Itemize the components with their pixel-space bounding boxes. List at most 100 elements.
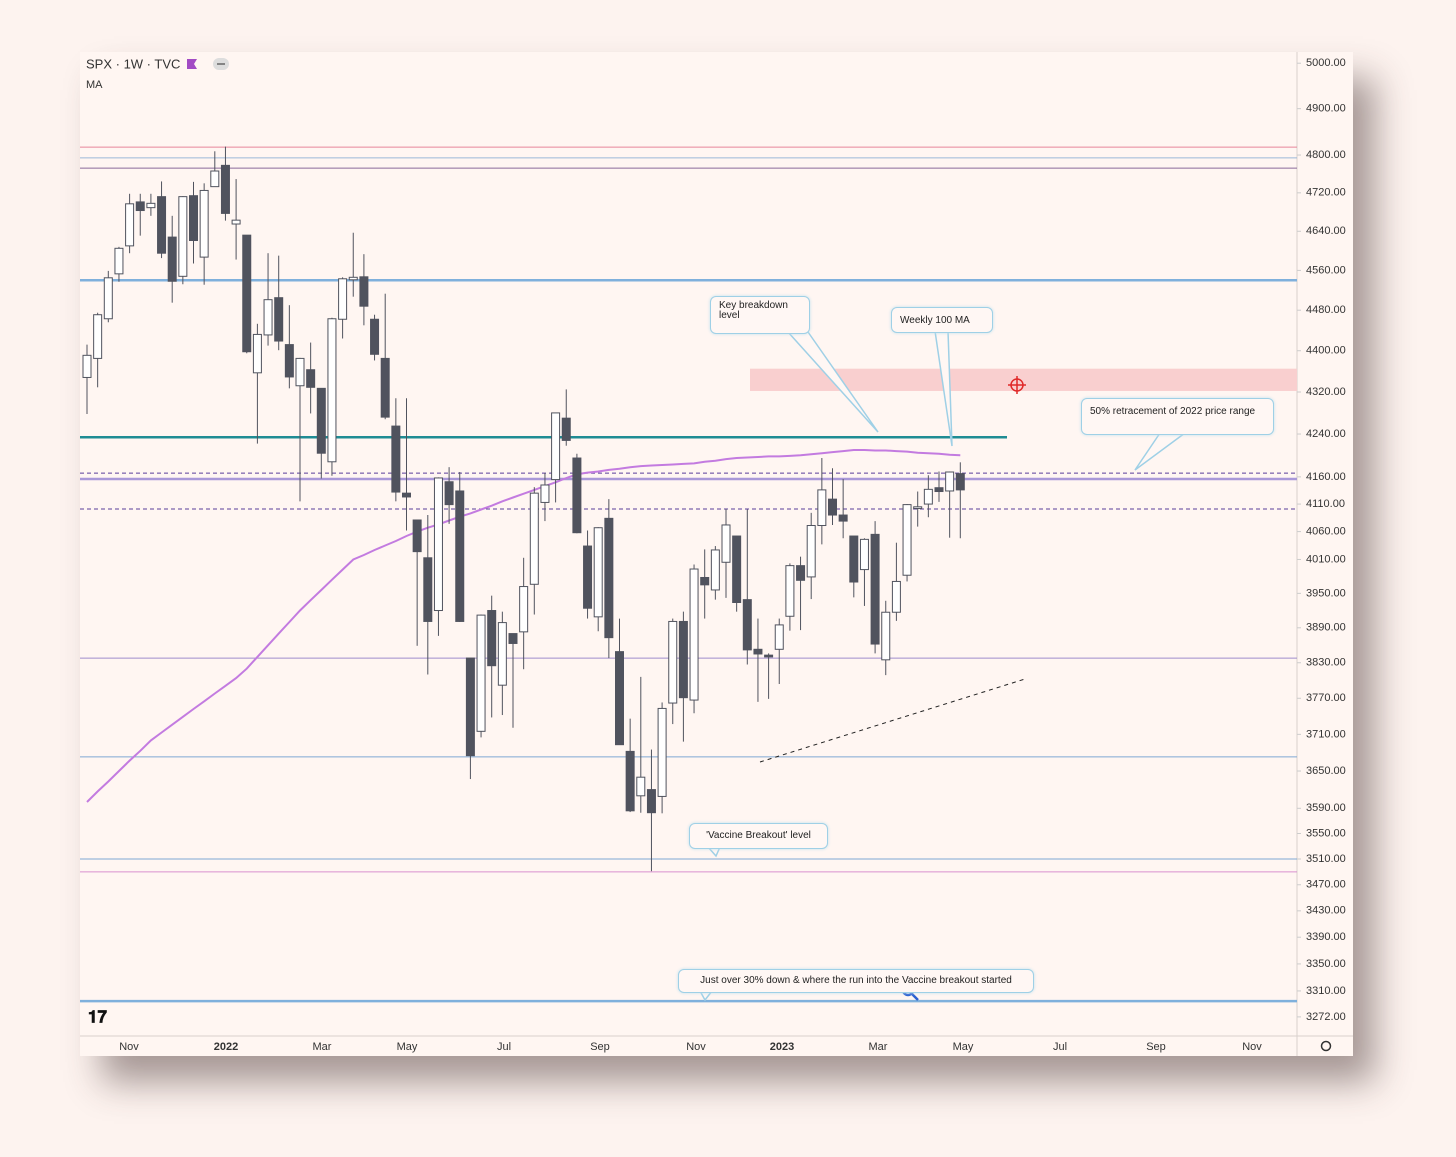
candle-body: [327, 318, 337, 463]
candle: [306, 342, 316, 414]
candle-body: [859, 538, 869, 571]
y-tick-label: 4320.00: [1306, 386, 1346, 398]
candle-body: [561, 417, 571, 441]
candle-body: [433, 477, 443, 612]
y-tick-label: 3650.00: [1306, 765, 1346, 777]
candle: [295, 357, 305, 502]
candle-body: [103, 277, 113, 320]
x-tick-label: Nov: [1242, 1041, 1262, 1053]
candle: [540, 473, 550, 522]
candle: [689, 564, 699, 714]
callout: Key breakdown level: [710, 296, 810, 334]
y-tick-label: 4480.00: [1306, 304, 1346, 316]
y-tick-label: 4060.00: [1306, 526, 1346, 538]
candle: [380, 293, 390, 420]
candle-body: [646, 789, 656, 814]
candle-body: [487, 610, 497, 667]
candle-body: [742, 599, 752, 651]
candle: [551, 412, 561, 503]
candle-body: [135, 201, 145, 212]
y-tick-label: 4240.00: [1306, 428, 1346, 440]
candle-body: [551, 412, 561, 481]
candle-body: [583, 545, 593, 609]
candle-body: [838, 514, 848, 522]
candle: [444, 467, 454, 524]
candle: [710, 546, 720, 600]
y-tick-label: 3272.00: [1306, 1011, 1346, 1023]
y-tick-label: 4160.00: [1306, 471, 1346, 483]
y-tick-label: 3550.00: [1306, 827, 1346, 839]
candle-body: [806, 525, 816, 578]
candle-body: [444, 481, 454, 506]
candle: [231, 179, 241, 260]
tail: [1134, 432, 1186, 471]
candle: [881, 600, 891, 676]
candle: [561, 389, 571, 446]
candle-body: [955, 473, 965, 491]
candle-body: [870, 533, 880, 645]
candle-body: [572, 457, 582, 534]
candle: [476, 614, 486, 738]
candle: [284, 305, 294, 389]
x-tick-label: Mar: [869, 1041, 888, 1053]
candle-body: [710, 549, 720, 591]
candle-body: [210, 170, 220, 188]
y-tick-label: 3590.00: [1306, 802, 1346, 814]
candle: [529, 487, 539, 615]
candle-body: [242, 234, 252, 353]
magnifier-handle: [911, 993, 919, 1001]
candle: [732, 535, 742, 612]
settings-icon[interactable]: [1320, 1040, 1332, 1052]
candle: [199, 183, 209, 285]
candle: [135, 193, 145, 236]
candle-body: [274, 297, 284, 342]
candle-body: [615, 651, 624, 746]
candle-body: [913, 506, 923, 509]
candle: [913, 491, 923, 527]
candle: [178, 196, 188, 285]
tail: [787, 331, 879, 433]
candle: [785, 563, 795, 631]
candle-body: [625, 750, 635, 812]
y-tick-label: 4640.00: [1306, 225, 1346, 237]
x-tick-label: 2022: [214, 1041, 238, 1053]
candle-body: [146, 202, 156, 209]
candle-body: [849, 535, 859, 583]
y-tick-label: 3950.00: [1306, 587, 1346, 599]
candle: [604, 499, 614, 659]
tail: [707, 846, 721, 858]
candle: [263, 253, 273, 346]
y-tick-label: 3310.00: [1306, 985, 1346, 997]
candle-body: [657, 707, 667, 797]
candle-body: [178, 196, 188, 277]
candle: [391, 398, 401, 502]
candle-body: [796, 565, 806, 581]
x-tick-label: Nov: [119, 1041, 139, 1053]
y-tick-label: 3710.00: [1306, 728, 1346, 740]
candle-body: [785, 565, 795, 617]
gear: [1320, 1040, 1332, 1052]
candle: [828, 468, 837, 525]
candle: [923, 475, 933, 518]
flag-icon: [187, 59, 197, 69]
candle-body: [295, 357, 305, 387]
x-tick-label: Nov: [686, 1041, 706, 1053]
candle-body: [93, 314, 103, 359]
candle: [625, 718, 635, 813]
candle: [103, 270, 113, 323]
candle: [93, 312, 103, 388]
candle-body: [668, 620, 678, 704]
candle: [274, 255, 284, 351]
candle-body: [508, 633, 518, 644]
candle-body: [817, 489, 827, 527]
candle: [487, 595, 497, 718]
candle: [615, 618, 624, 746]
candle: [870, 521, 880, 654]
candle: [465, 657, 475, 780]
candle: [796, 556, 806, 631]
candle: [455, 472, 465, 623]
candle-body: [359, 276, 369, 307]
candle-body: [465, 657, 475, 757]
candle: [519, 557, 529, 670]
